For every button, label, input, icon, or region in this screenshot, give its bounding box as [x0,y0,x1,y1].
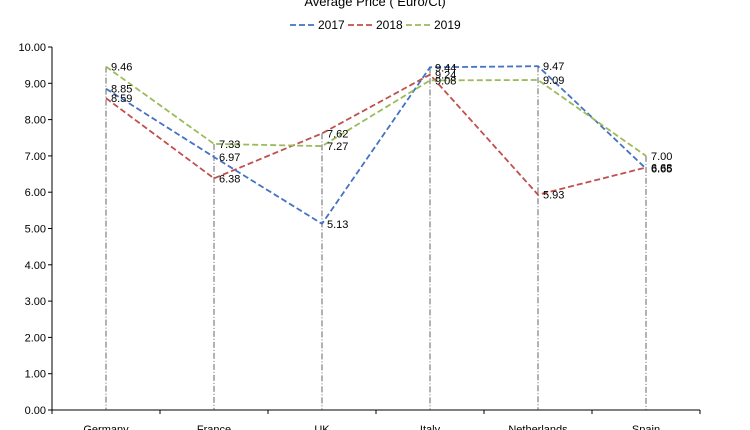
legend-label-2018: 2018 [376,18,403,32]
drop-lines [105,66,647,410]
legend: 2017 2018 2019 [290,18,461,32]
data-label-2018: 6.38 [219,173,240,185]
series-lines [105,65,647,226]
x-tick-label: Germany [83,424,129,430]
data-label-2019: 9.46 [111,62,132,74]
y-tick-label: 3.00 [25,296,46,308]
data-label-2017: 9.47 [543,61,564,73]
data-label-2017: 5.13 [327,219,348,231]
x-tick-label: Spain [632,424,660,430]
y-tick-label: 8.00 [25,115,46,127]
data-label-2018: 6.68 [651,163,672,175]
y-tick-label: 5.00 [25,224,46,236]
data-label-2018: 9.24 [435,70,456,82]
y-tick-label: 7.00 [25,151,46,163]
data-label-2017: 6.65 [651,164,672,176]
x-tick-label: Italy [420,424,441,430]
data-label-2019: 7.00 [651,151,672,163]
data-label-2018: 7.62 [327,128,348,140]
y-tick-label: 9.00 [25,78,46,90]
data-label-2019: 9.08 [435,75,456,87]
series-line-2018 [105,73,647,196]
data-label-2019: 9.09 [543,75,564,87]
data-label-2018: 8.59 [111,93,132,105]
y-tick-label: 2.00 [25,332,46,344]
legend-label-2017: 2017 [318,18,345,32]
chart-title: Average Price ( Euro/Ct) [304,0,445,9]
x-tick-label: France [197,424,231,430]
data-label-2018: 5.93 [543,190,564,202]
y-tick-label: 4.00 [25,260,46,272]
series-line-2017 [105,65,647,226]
data-label-2019: 7.27 [327,141,348,153]
y-tick-label: 6.00 [25,187,46,199]
y-tick-label: 10.00 [18,42,46,54]
data-label-2017: 8.85 [111,84,132,96]
y-tick-label: 1.00 [25,369,46,381]
axes: 0.00 1.00 2.00 3.00 4.00 5.00 6.00 7.00 8.00 9.00… [18,42,701,430]
x-tick-label: UK [314,424,330,430]
data-label-2017: 9.44 [435,62,456,74]
x-tick-label: Netherlands [508,424,568,430]
data-label-2017: 6.97 [219,152,240,164]
data-label-2019: 7.33 [219,139,240,151]
series-line-2019 [105,65,647,157]
data-labels: 8.85 6.97 5.13 9.44 9.47 6.65 8.59 6.38 7.62 9.24… [111,61,672,231]
legend-label-2019: 2019 [434,18,461,32]
y-tick-label: 0.00 [25,405,46,417]
